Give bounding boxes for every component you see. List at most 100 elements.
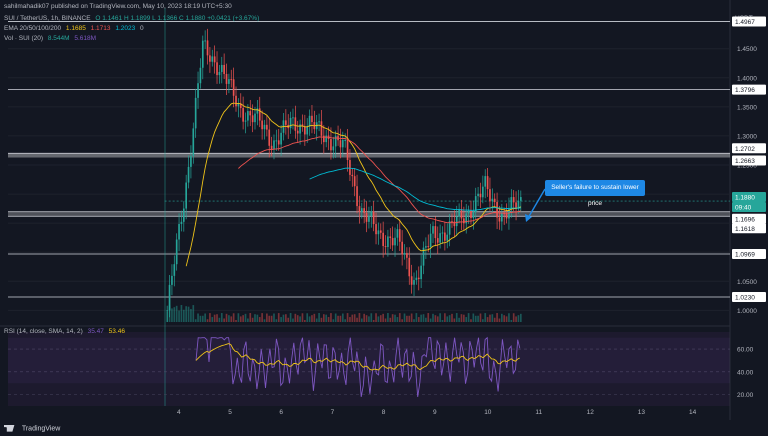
candle-body [254,113,256,123]
ema50-value: 1.1713 [90,25,111,32]
volume-bar [263,319,266,322]
volume-bar [197,313,199,322]
volume-bar [173,307,176,322]
candle-body [346,139,349,161]
candle-body [332,146,335,151]
candle-body [436,238,439,243]
price-level-tag-text: 09:40 [735,205,752,212]
candle-body [500,213,503,222]
volume-bar [432,313,434,322]
volume-bar [230,316,233,322]
volume-bar [479,313,482,322]
price-level-tag-text: 1.1618 [735,226,755,233]
volume-bar [185,306,188,322]
ema100-value: 1.2023 [115,25,136,32]
candle-body [294,117,297,131]
rsi-tick-label: 20.00 [737,392,754,399]
candle-body [408,257,411,277]
candle-body [482,186,484,198]
candle-body [372,211,375,225]
volume-bar [465,317,468,322]
time-tick-label: 6 [279,409,283,416]
footer-text: TradingView [21,425,61,432]
volume-bar [519,313,522,322]
price-tick-label: 1.3500 [737,104,757,111]
price-level-tag-text: 1.0969 [735,252,755,259]
volume-bar [237,313,240,322]
volume-bar [446,316,449,322]
volume-bar [204,313,206,322]
symbol-line: SUI / TetherUS, 1h, BINANCE O 1.1461 H 1… [4,15,262,22]
annotation-arrow [527,188,546,219]
candle-body [258,108,261,121]
candle-body [249,111,252,116]
candle-body [358,206,361,212]
candle-body [379,230,382,233]
rsi-tick-label: 60.00 [737,347,754,354]
volume-bar [211,317,214,322]
volume-bar [387,313,389,322]
candle-body [375,224,377,235]
volume-bar [280,317,282,322]
candle-body [498,217,501,222]
candle-body [401,241,403,255]
candle-body [398,229,401,242]
volume-bar [470,319,472,322]
volume-bar [339,315,342,322]
volume-bar [406,315,408,322]
volume-bar [256,314,259,322]
candle-body [292,117,294,119]
candle-body [171,275,173,285]
volume-bar [455,313,458,322]
candle-body [223,64,225,74]
volume-bar [247,318,249,322]
candle-body [263,124,266,130]
volume-bar [337,315,339,322]
volume-bar [427,313,430,322]
footer-brand[interactable]: TradingView [4,424,61,432]
candle-body [519,197,522,201]
candle-body [322,135,325,143]
candle-body [235,95,237,107]
volume-bar [175,305,178,322]
volume-bar [439,313,441,322]
ema50-line [238,136,521,224]
candle-body [451,221,453,223]
volume-bar [225,313,228,322]
candle-body [216,62,218,76]
volume-bar [360,318,363,322]
candle-body [384,246,387,248]
candle-body [341,140,344,148]
candle-body [448,221,451,235]
volume-bar [244,313,247,322]
price-level-tag-text: 1.2663 [735,158,755,165]
volume-bar [436,316,439,322]
price-tick-label: 1.4000 [737,75,757,82]
volume-bar [484,313,487,322]
rsi-band [8,337,730,384]
candle-body [463,218,465,224]
candle-body [512,197,515,203]
volume-bar [382,313,384,322]
volume-bar [213,314,216,322]
candle-body [415,277,418,281]
volume-bar [292,318,294,322]
rsi-sma-value: 53.46 [108,328,125,335]
candle-body [266,124,268,130]
volume-bar [389,317,392,322]
volume-bar [451,313,453,322]
time-tick-label: 12 [587,409,595,416]
candle-body [301,124,304,127]
volume-bar [327,317,330,322]
volume-bar [498,318,501,322]
volume-bar [413,319,415,322]
candle-body [406,253,408,258]
price-level-tag-text: 1.0230 [735,294,755,301]
volume-bar [258,317,261,322]
volume-bar [417,317,420,322]
volume-bar [334,313,337,322]
volume-bar [372,319,375,322]
ema20-value: 1.1685 [65,25,86,32]
volume-bar [301,313,304,322]
